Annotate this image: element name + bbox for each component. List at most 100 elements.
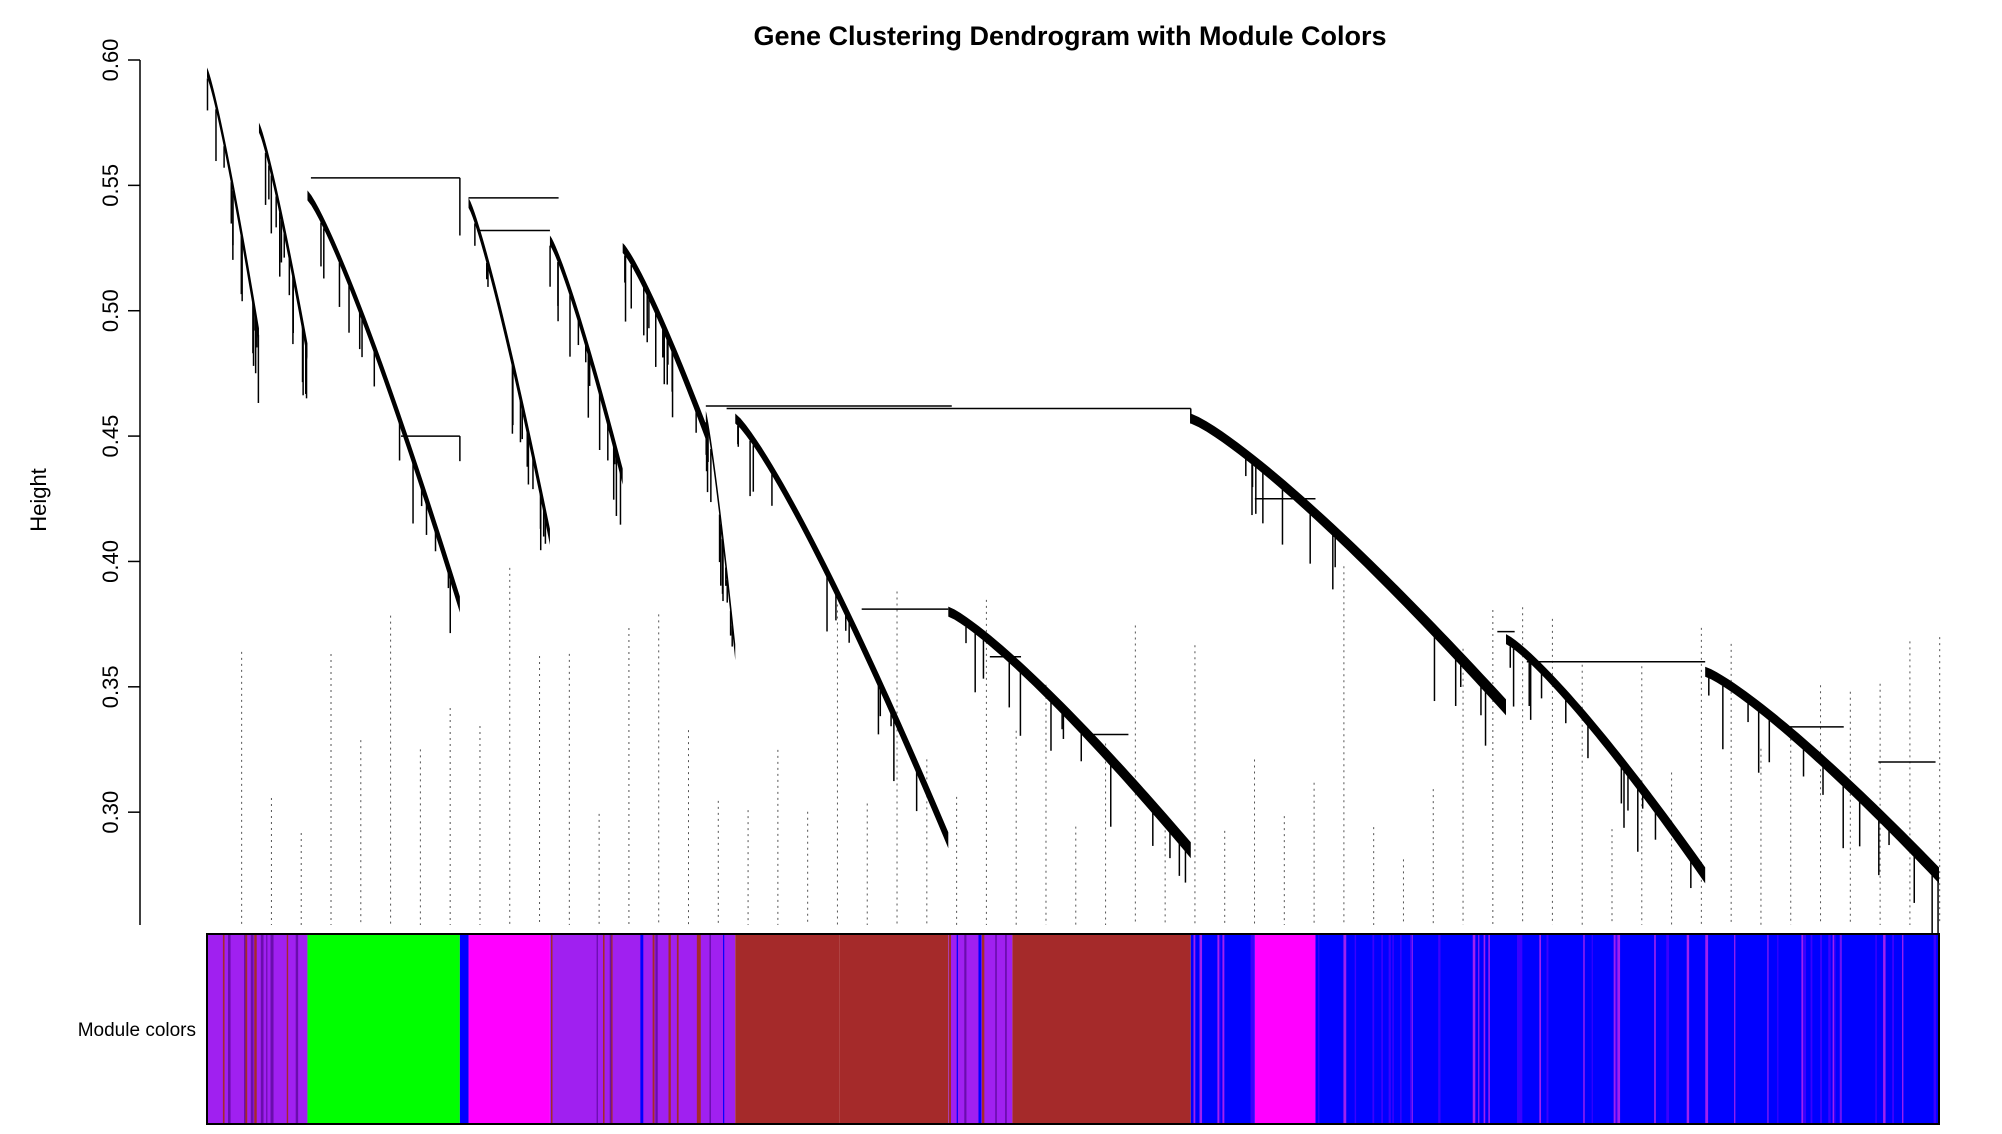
dendrogram-branch-band: [307, 190, 460, 613]
dendrogram-cluster: [948, 606, 1191, 883]
module-band-stripe: [981, 934, 985, 1124]
module-band-stripe: [1519, 934, 1523, 1124]
y-tick-label: 0.55: [98, 164, 123, 207]
module-band-stripe: [1840, 934, 1842, 1124]
module-band-stripe: [1392, 934, 1394, 1124]
module-band-stripe: [676, 934, 679, 1124]
module-band-stripe: [652, 934, 655, 1124]
module-band-stripe: [655, 934, 657, 1124]
module-band-stripe: [1777, 934, 1779, 1124]
module-band-stripe: [1411, 934, 1413, 1124]
chart-title: Gene Clustering Dendrogram with Module C…: [753, 21, 1386, 51]
module-band-stripe: [602, 934, 605, 1124]
module-band-stripe: [640, 934, 644, 1124]
module-band-stripe: [1767, 934, 1769, 1124]
dendrogram-cluster: [468, 197, 550, 551]
module-band-stripe: [1734, 934, 1736, 1124]
y-tick-label: 0.30: [98, 791, 123, 834]
dendrogram-branch-band: [258, 122, 308, 360]
module-band-stripe: [1617, 934, 1621, 1124]
module-band-stripe: [964, 934, 967, 1124]
module-band-stripe: [1820, 934, 1822, 1124]
module-band-stripe: [1832, 934, 1836, 1124]
module-band-stripe: [668, 934, 671, 1124]
dendrogram-cluster: [1705, 666, 1939, 939]
module-band-stripe: [1251, 934, 1255, 1124]
module-band-stripe: [1388, 934, 1391, 1124]
module-band-stripe: [1933, 934, 1937, 1124]
module-band-stripe: [1488, 934, 1490, 1124]
dendrogram-cluster: [307, 190, 460, 634]
dendrogram-cluster: [549, 235, 623, 525]
module-band-stripe: [260, 934, 264, 1124]
dendrogram-branch-band: [948, 606, 1191, 859]
y-axis-label: Height: [26, 468, 51, 532]
module-band-stripe: [1801, 934, 1804, 1124]
y-tick-label: 0.45: [98, 415, 123, 458]
module-band-stripe: [1654, 934, 1656, 1124]
dendrogram-branch-band: [1506, 634, 1706, 884]
module-colors-label: Module colors: [78, 1020, 196, 1041]
leaf-guides: [241, 566, 1941, 925]
dendrogram-cluster: [735, 413, 949, 849]
module-band-stripe: [1218, 934, 1221, 1124]
module-band-segment: [307, 934, 460, 1124]
module-band-stripe: [1546, 934, 1549, 1124]
module-band-stripe: [1478, 934, 1480, 1124]
dendrogram-branch-band: [468, 197, 550, 545]
module-band-stripe: [222, 934, 225, 1124]
module-band-stripe: [550, 934, 553, 1124]
module-band-stripe: [1839, 934, 1841, 1124]
module-band-stripe: [709, 934, 711, 1124]
module-band-stripe: [254, 934, 257, 1124]
module-band-stripe: [1381, 934, 1383, 1124]
module-band-stripe: [1832, 934, 1834, 1124]
module-band-segment: [1315, 934, 1939, 1124]
module-color-band: [207, 934, 1939, 1124]
module-band-stripe: [948, 934, 952, 1124]
dendrogram-branch-band: [622, 243, 706, 440]
module-band-stripe: [1591, 934, 1593, 1124]
dendrogram-branch-band: [1190, 413, 1506, 716]
module-band-stripe: [227, 934, 231, 1124]
module-band-stripe: [1892, 934, 1895, 1124]
module-band-stripe: [1902, 934, 1904, 1124]
module-band-stripe: [1438, 934, 1441, 1124]
dendrogram-cluster: [258, 122, 308, 399]
module-band-stripe: [956, 934, 958, 1124]
module-band-segment: [839, 934, 949, 1124]
module-band-stripe: [609, 934, 613, 1124]
module-band-stripe: [1372, 934, 1375, 1124]
module-band-stripe: [1472, 934, 1476, 1124]
module-band-stripe: [1810, 934, 1813, 1124]
module-band-stripe: [1803, 934, 1807, 1124]
module-band-segment: [735, 934, 840, 1124]
module-band-stripe: [266, 934, 268, 1124]
module-band-segment: [1254, 934, 1316, 1124]
module-band-stripe: [1354, 934, 1357, 1124]
dendrogram-tree: [206, 67, 1939, 939]
y-axis: 0.30 0.35 0.40 0.45 0.50 0.55 0.60: [98, 39, 141, 925]
module-band-stripe: [250, 934, 254, 1124]
module-band-stripe: [1666, 934, 1670, 1124]
y-tick-label: 0.60: [98, 39, 123, 82]
dendrogram-cluster: [622, 243, 706, 440]
module-band-segment: [468, 934, 550, 1124]
y-tick-label: 0.35: [98, 665, 123, 708]
module-band-stripe: [1828, 934, 1831, 1124]
dendrogram-cluster: [1506, 634, 1706, 889]
module-band-stripe: [1686, 934, 1690, 1124]
module-band-stripe: [1483, 934, 1486, 1124]
dendrogram-cluster: [1190, 413, 1506, 746]
y-tick-label: 0.40: [98, 540, 123, 583]
module-band-stripe: [1222, 934, 1225, 1124]
module-band-segment: [1012, 934, 1191, 1124]
dendrogram-cluster: [206, 67, 260, 403]
module-band-stripe: [295, 934, 299, 1124]
module-band-stripe: [1400, 934, 1402, 1124]
module-band-stripe: [723, 934, 725, 1124]
module-band-stripe: [1613, 934, 1616, 1124]
dendrogram-cluster: [705, 411, 736, 661]
module-band-stripe: [1199, 934, 1203, 1124]
module-band-stripe: [995, 934, 997, 1124]
